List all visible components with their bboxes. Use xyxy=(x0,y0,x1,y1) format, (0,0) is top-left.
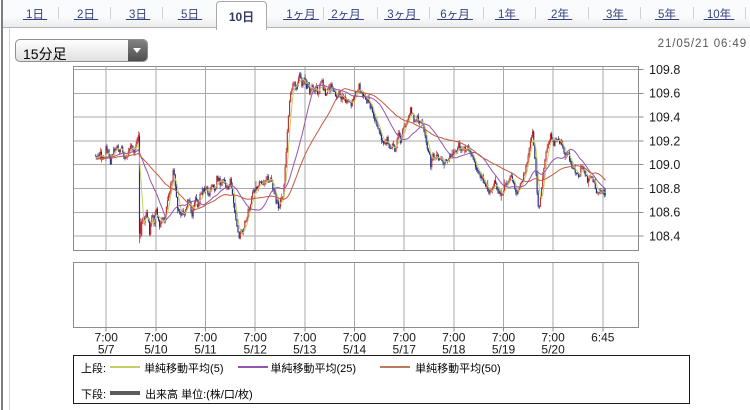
svg-text:109.4: 109.4 xyxy=(649,111,680,125)
svg-text:108.4: 108.4 xyxy=(649,229,680,243)
svg-text:5/14: 5/14 xyxy=(343,343,367,357)
svg-text:5/7: 5/7 xyxy=(98,343,115,357)
svg-text:5/18: 5/18 xyxy=(442,343,466,357)
svg-text:7:00: 7:00 xyxy=(244,331,268,345)
svg-text:5/17: 5/17 xyxy=(393,343,417,357)
svg-text:7:00: 7:00 xyxy=(293,331,317,345)
svg-text:108.6: 108.6 xyxy=(649,206,680,220)
svg-text:7:00: 7:00 xyxy=(95,331,119,345)
svg-text:7:00: 7:00 xyxy=(343,331,367,345)
svg-text:5/13: 5/13 xyxy=(293,343,317,357)
svg-text:7:00: 7:00 xyxy=(194,331,218,345)
svg-text:109.0: 109.0 xyxy=(649,158,680,172)
svg-text:5/12: 5/12 xyxy=(244,343,268,357)
svg-text:109.8: 109.8 xyxy=(649,63,680,77)
svg-text:7:00: 7:00 xyxy=(442,331,466,345)
svg-text:7:00: 7:00 xyxy=(144,331,168,345)
svg-text:7:00: 7:00 xyxy=(541,331,565,345)
svg-text:5/10: 5/10 xyxy=(144,343,168,357)
svg-text:109.2: 109.2 xyxy=(649,134,680,148)
svg-text:5/11: 5/11 xyxy=(194,343,217,357)
svg-text:7:00: 7:00 xyxy=(393,331,417,345)
svg-text:108.8: 108.8 xyxy=(649,182,680,196)
svg-text:6:45: 6:45 xyxy=(591,331,615,345)
svg-text:109.6: 109.6 xyxy=(649,87,680,101)
svg-text:7:00: 7:00 xyxy=(492,331,516,345)
svg-text:5/19: 5/19 xyxy=(492,343,516,357)
svg-text:5/20: 5/20 xyxy=(541,343,565,357)
